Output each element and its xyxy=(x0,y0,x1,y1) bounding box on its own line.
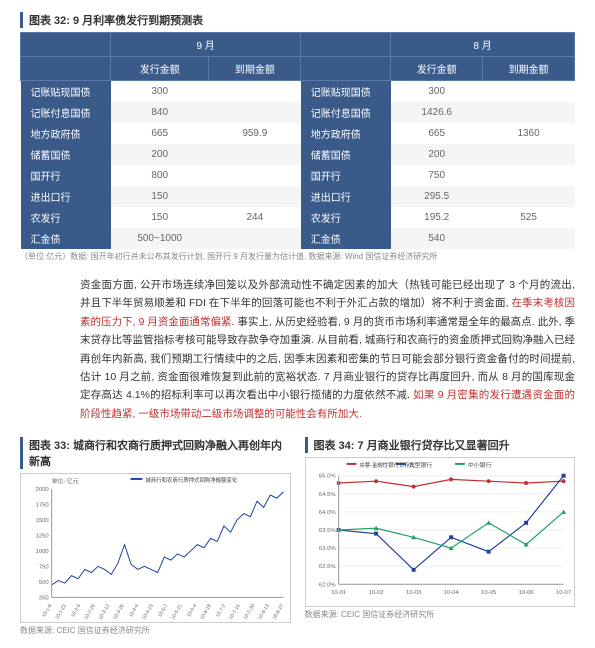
svg-text:10-8-27: 10-8-27 xyxy=(272,603,286,621)
row-label: 国开行 xyxy=(21,165,111,186)
svg-text:65.0%: 65.0% xyxy=(318,474,335,480)
svg-text:10-5-7: 10-5-7 xyxy=(157,603,169,619)
svg-text:64.5%: 64.5% xyxy=(318,492,335,498)
svg-text:10-6-4: 10-6-4 xyxy=(186,603,198,619)
svg-text:城商行和农商行质押式回购净融额变化: 城商行和农商行质押式回购净融额变化 xyxy=(145,476,237,484)
svg-text:1000: 1000 xyxy=(36,549,50,555)
svg-text:2000: 2000 xyxy=(36,487,50,493)
chart34-source: 数据来源: CEIC 国信证券经济研究所 xyxy=(305,609,576,620)
row-label: 进出口行 xyxy=(21,186,111,207)
svg-text:单位: 亿元: 单位: 亿元 xyxy=(52,477,79,485)
table32-footnote: （单位:亿元）数据: 国开年初行并未公布其发行计划, 国开行 9 月发行量为估计… xyxy=(20,251,575,262)
svg-text:63.0%: 63.0% xyxy=(318,546,335,552)
svg-text:10-06: 10-06 xyxy=(518,590,534,596)
svg-text:10-07: 10-07 xyxy=(556,590,571,596)
chart34: 65.0% 64.5% 64.0% 63.5% 63.0% 62.5% 62.0% 10-01… xyxy=(305,457,576,607)
svg-text:64.0%: 64.0% xyxy=(318,510,335,516)
svg-text:1250: 1250 xyxy=(36,533,50,539)
svg-text:10-8-13: 10-8-13 xyxy=(257,603,271,621)
svg-text:62.5%: 62.5% xyxy=(318,564,335,570)
row-label: 储蓄国债 xyxy=(21,144,111,165)
svg-text:10-03: 10-03 xyxy=(406,590,422,596)
svg-text:10-04: 10-04 xyxy=(443,590,459,596)
row-label: 记账贴现国债 xyxy=(21,81,111,103)
body-paragraph: 资金面方面, 公开市场连续净回笼以及外部流动性不确定因素的加大（热钱可能已经出现… xyxy=(80,276,575,423)
svg-text:10-5-21: 10-5-21 xyxy=(170,603,184,621)
svg-text:250: 250 xyxy=(39,595,50,601)
svg-text:10-1-22: 10-1-22 xyxy=(54,603,68,621)
svg-text:10-7-16: 10-7-16 xyxy=(228,603,242,621)
svg-text:10-4-23: 10-4-23 xyxy=(141,603,155,621)
svg-text:10-3-12: 10-3-12 xyxy=(98,603,112,621)
svg-text:1750: 1750 xyxy=(36,502,50,508)
row-label: 记账付息国债 xyxy=(21,102,111,123)
row-label: 汇金债 xyxy=(21,228,111,249)
svg-text:央票-金融性银行贷存比: 央票-金融性银行贷存比 xyxy=(359,461,415,469)
svg-text:750: 750 xyxy=(39,564,50,570)
svg-text:10-01: 10-01 xyxy=(331,590,346,596)
table32: 9 月 8 月 发行金额到期金额 发行金额到期金额 记账贴现国债300记账贴现国… xyxy=(20,32,575,249)
svg-text:10-7-30: 10-7-30 xyxy=(243,603,257,621)
svg-text:10-02: 10-02 xyxy=(368,590,383,596)
svg-text:10-2-26: 10-2-26 xyxy=(83,603,97,621)
svg-text:62.0%: 62.0% xyxy=(318,582,335,588)
svg-text:10-6-18: 10-6-18 xyxy=(199,603,213,621)
chart34-title: 图表 34: 7 月商业银行贷存比又显著回升 xyxy=(305,437,576,453)
svg-text:10-1-8: 10-1-8 xyxy=(41,603,53,619)
chart33: 2000 1750 1500 1250 1000 750 500 250 10-1-810-1-… xyxy=(20,473,291,623)
table32-title: 图表 32: 9 月利率债发行到期预测表 xyxy=(20,12,575,28)
chart33-source: 数据来源: CEIC 国信证券经济研究所 xyxy=(20,625,291,636)
svg-text:10-05: 10-05 xyxy=(481,590,497,596)
svg-text:10-2-5: 10-2-5 xyxy=(70,603,82,619)
svg-text:1500: 1500 xyxy=(36,518,50,524)
svg-text:10-4-9: 10-4-9 xyxy=(128,603,140,619)
svg-text:10-7-2: 10-7-2 xyxy=(215,603,227,619)
row-label: 农发行 xyxy=(21,207,111,228)
svg-text:中小银行: 中小银行 xyxy=(467,461,491,469)
row-label: 地方政府债 xyxy=(21,123,111,144)
svg-text:10-3-26: 10-3-26 xyxy=(112,603,126,621)
svg-text:63.5%: 63.5% xyxy=(318,528,335,534)
chart33-title: 图表 33: 城商行和农商行质押式回购净融入再创年内新高 xyxy=(20,437,291,469)
svg-text:500: 500 xyxy=(39,580,50,586)
